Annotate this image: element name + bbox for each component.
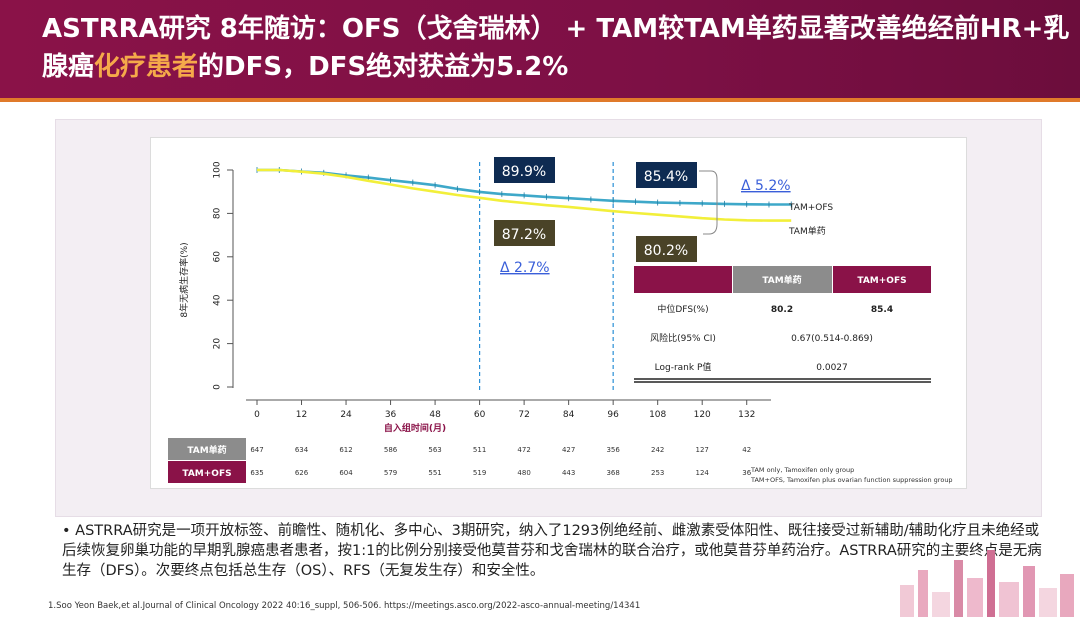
- x-tick-label: 60: [474, 410, 486, 420]
- table-header-ofs-label: TAM+OFS: [857, 276, 906, 286]
- km-chart: 8年无病生存率(%) 自入组时间(月) 0 20 40 60 80 100 0 12 24 36…: [168, 157, 953, 484]
- y-tick-label: 80: [213, 207, 223, 219]
- title-highlight: 化疗患者: [94, 52, 199, 82]
- table-row1-ofs: 85.4: [871, 305, 893, 315]
- delta-8y: Δ 5.2%: [741, 178, 791, 194]
- x-ticks: 0 12 24 36 48 60 72 84 96 108 120 132: [254, 400, 755, 420]
- atrisk-value: 612: [339, 446, 352, 454]
- label-ofs-8y: 85.4%: [644, 169, 688, 185]
- atrisk-value: 127: [696, 446, 709, 454]
- atrisk-value: 443: [562, 469, 575, 477]
- table-header-blank: [634, 266, 732, 293]
- bullet-text: ASTRRA研究是一项开放标签、前瞻性、随机化、多中心、3期研究，纳入了1293…: [62, 523, 1042, 579]
- table-header-tam-label: TAM单药: [762, 274, 801, 286]
- atrisk-values: 647 634 612 586 563 511 472 427 356 242 127 42 635 62…: [250, 446, 751, 477]
- atrisk-label-tam: TAM单药: [187, 444, 226, 456]
- label-box-tam-5y: [494, 220, 555, 246]
- table-row2-label: 风险比(95% CI): [650, 332, 716, 344]
- x-tick-label: 120: [694, 410, 711, 420]
- label-box-tam-8y: [636, 236, 697, 262]
- atrisk-value: 472: [517, 446, 530, 454]
- table-header-tam: [733, 266, 832, 293]
- study-description: • ASTRRA研究是一项开放标签、前瞻性、随机化、多中心、3期研究，纳入了12…: [48, 521, 1048, 581]
- atrisk-value: 356: [606, 446, 620, 454]
- x-tick-label: 84: [563, 410, 575, 420]
- atrisk-value: 586: [384, 446, 398, 454]
- skyline-decoration: [900, 550, 1074, 617]
- atrisk-value: 511: [473, 446, 486, 454]
- atrisk-value: 604: [339, 469, 353, 477]
- delta-5y: Δ 2.7%: [500, 260, 550, 276]
- x-tick-label: 12: [296, 410, 307, 420]
- table-row1-tam: 80.2: [771, 305, 793, 315]
- x-tick-label: 72: [518, 410, 529, 420]
- atrisk-value: 579: [384, 469, 397, 477]
- series-line-tam: [257, 168, 792, 222]
- atrisk-value: 626: [295, 469, 309, 477]
- title-part2: 的DFS，DFS绝对获益为5.2%: [198, 52, 569, 82]
- label-box-ofs-5y: [494, 157, 555, 183]
- legend-tam-ofs: TAM+OFS: [788, 203, 833, 213]
- atrisk-value: 480: [517, 469, 530, 477]
- atrisk-label-box-tam: [168, 438, 246, 460]
- table-row3-label: Log-rank P值: [655, 361, 712, 373]
- label-box-ofs-8y: [636, 162, 697, 188]
- atrisk-value: 242: [651, 446, 664, 454]
- legend-tam: TAM单药: [788, 225, 826, 237]
- chart-card: 8年无病生存率(%) 自入组时间(月) 0 20 40 60 80 100 0 12 24 36…: [150, 137, 967, 489]
- slide-title: ASTRRA研究 8年随访：OFS（戈舍瑞林） + TAM较TAM单药显著改善绝…: [42, 10, 1072, 86]
- atrisk-value: 42: [742, 446, 751, 454]
- table-row1-label: 中位DFS(%): [657, 303, 708, 315]
- y-tick-label: 20: [213, 338, 223, 350]
- atrisk-value: 635: [250, 469, 263, 477]
- y-tick-label: 40: [213, 294, 223, 306]
- x-tick-label: 0: [254, 410, 260, 420]
- atrisk-value: 253: [651, 469, 664, 477]
- header-bar: [0, 0, 1080, 98]
- x-tick-label: 48: [429, 410, 441, 420]
- header-accent-line: [0, 98, 1080, 102]
- y-tick-label: 0: [213, 384, 223, 390]
- reference-note: 1.Soo Yeon Baek,et al.Journal of Clinica…: [48, 601, 641, 611]
- x-tick-label: 24: [340, 410, 352, 420]
- atrisk-value: 563: [428, 446, 441, 454]
- atrisk-value: 519: [473, 469, 486, 477]
- atrisk-value: 368: [606, 469, 619, 477]
- x-tick-label: 36: [385, 410, 397, 420]
- footnote-line2: TAM+OFS, Tamoxifen plus ovarian function…: [750, 476, 953, 484]
- table-row3-value: 0.0027: [816, 363, 848, 373]
- atrisk-value: 36: [742, 469, 751, 477]
- x-tick-label: 96: [607, 410, 619, 420]
- atrisk-value: 634: [295, 446, 309, 454]
- label-ofs-5y: 89.9%: [502, 164, 546, 180]
- x-tick-label: 108: [649, 410, 666, 420]
- atrisk-value: 551: [428, 469, 441, 477]
- bullet-dot: •: [62, 523, 76, 539]
- y-ticks: 0 20 40 60 80 100: [213, 161, 233, 390]
- footnote-line1: TAM only, Tamoxifen only group: [750, 466, 854, 474]
- y-tick-label: 100: [213, 161, 223, 178]
- series-lines: [256, 167, 792, 222]
- atrisk-label-box-ofs: [168, 461, 246, 483]
- table-header-ofs: [833, 266, 931, 293]
- delta-8y-bracket: [699, 170, 718, 235]
- atrisk-label-ofs: TAM+OFS: [182, 469, 231, 479]
- label-tam-5y: 87.2%: [502, 227, 546, 243]
- atrisk-value: 647: [250, 446, 263, 454]
- atrisk-value: 427: [562, 446, 575, 454]
- table-row2-value: 0.67(0.514-0.869): [791, 334, 873, 344]
- y-axis-title: 8年无病生存率(%): [178, 242, 190, 317]
- x-axis-title: 自入组时间(月): [384, 422, 446, 434]
- label-tam-8y: 80.2%: [644, 243, 688, 259]
- title-part1: ASTRRA研究 8年随访：OFS（戈舍瑞林） + TAM较TAM单药显著改善绝…: [42, 14, 1070, 82]
- y-tick-label: 60: [213, 251, 223, 263]
- atrisk-value: 124: [696, 469, 710, 477]
- x-tick-label: 132: [738, 410, 755, 420]
